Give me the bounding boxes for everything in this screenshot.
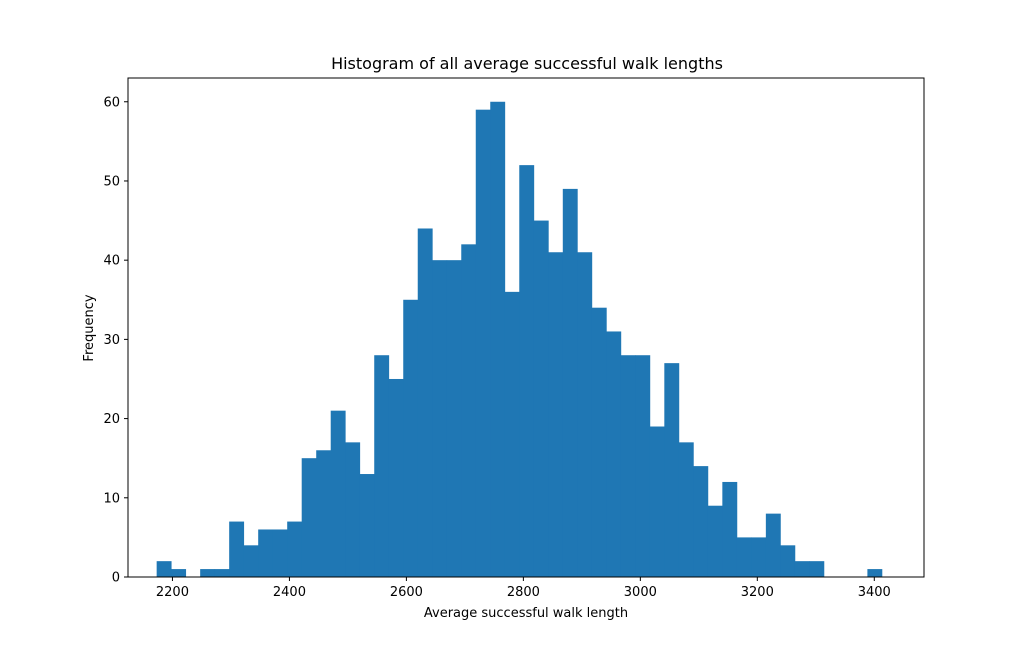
y-tick-label: 10 [103,491,120,506]
histogram-bar [519,165,535,577]
histogram-bar [214,569,230,577]
histogram-bar [446,260,462,577]
x-tick-label: 3400 [858,585,891,600]
histogram-bar [722,481,738,577]
x-tick-label: 2200 [156,585,189,600]
histogram-bar [664,363,680,577]
histogram-bar [736,537,752,577]
y-tick-label: 30 [103,333,120,348]
histogram-bar [345,442,361,577]
x-tick-label: 2400 [273,585,306,600]
x-tick-label: 3000 [624,585,657,600]
histogram-bar [359,474,375,577]
y-tick-label: 0 [112,571,120,586]
histogram-bar [229,521,245,577]
y-tick-label: 40 [103,254,120,269]
histogram-bar [620,355,636,577]
histogram-bar [809,561,825,577]
histogram-bar [156,561,172,577]
histogram-bar [258,529,274,577]
histogram-bar [577,252,593,577]
histogram-bar [751,537,767,577]
histogram-bar [461,244,477,577]
histogram-bar [243,545,259,577]
x-axis-label: Average successful walk length [424,606,628,621]
histogram-bar [678,442,694,577]
plot-frame [127,77,925,578]
histogram-bar [287,521,303,577]
y-tick-label: 50 [103,174,120,189]
histogram-bar [548,252,564,577]
histogram-bar [533,220,549,577]
histogram-bar [171,569,187,577]
histogram-bar [490,101,506,577]
histogram-bar [374,355,390,577]
histogram-bar [388,378,404,577]
histogram-bar [794,561,810,577]
y-axis-label: Frequency [82,294,97,361]
histogram-bar [635,355,651,577]
x-tick-label: 2800 [507,585,540,600]
histogram-bar [301,458,317,577]
histogram-bar [606,331,622,577]
histogram-bar [316,450,332,577]
histogram-bar [504,291,520,577]
histogram-bar [707,505,723,577]
histogram-bar [403,299,419,577]
chart-title: Histogram of all average successful walk… [331,54,723,73]
histogram-bar [432,260,448,577]
histogram-bar [200,569,216,577]
y-tick-label: 20 [103,412,120,427]
histogram-bar [475,109,491,578]
histogram-bar [591,307,607,577]
bars-group [156,101,883,578]
histogram-bar [417,228,433,578]
histogram-bar [272,529,288,577]
histogram-bar [693,466,709,577]
y-tick-label: 60 [103,95,120,110]
histogram-bar [649,426,665,577]
histogram-bar [867,569,883,577]
y-axis: 0 10 20 30 40 50 60 [103,95,128,586]
x-axis: 2200 2400 2600 2800 3000 3200 3400 [156,577,891,600]
x-tick-label: 3200 [741,585,774,600]
histogram-bar [562,188,578,577]
histogram-bar [780,545,796,577]
histogram-bar [330,410,346,577]
histogram-bar [765,513,781,577]
x-tick-label: 2600 [390,585,423,600]
